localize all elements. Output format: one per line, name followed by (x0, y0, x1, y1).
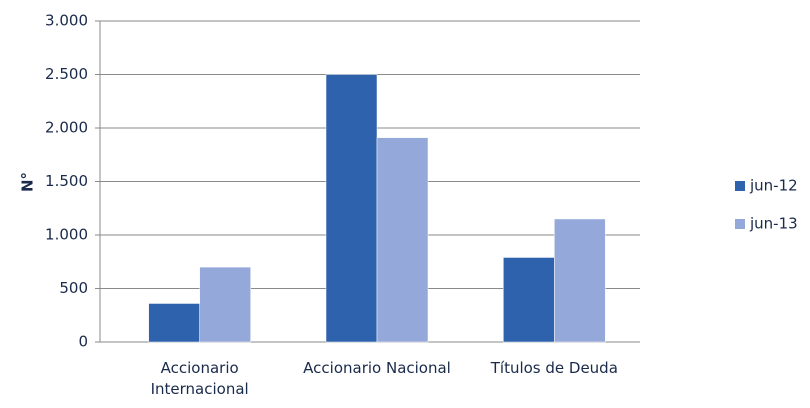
y-tick-label: 1.000 (45, 226, 88, 244)
y-tick-label: 2.000 (45, 119, 88, 137)
x-tick-label: Accionario Nacional (303, 359, 451, 377)
y-tick-label: 2.500 (45, 65, 88, 83)
x-tick-label: Títulos de Deuda (490, 359, 618, 377)
legend-swatch (735, 219, 745, 229)
bar (325, 74, 378, 343)
y-tick-label: 500 (59, 279, 88, 297)
legend-label: jun-12 (749, 177, 798, 195)
y-tick-label: 3.000 (45, 12, 88, 30)
bar (376, 137, 429, 343)
x-tick-label: Accionario Internacional (150, 359, 249, 398)
legend-label: jun-13 (749, 215, 798, 233)
y-tick-label: 0 (78, 333, 88, 351)
bar (554, 218, 606, 343)
bar (503, 257, 555, 343)
bar (148, 303, 200, 343)
legend-swatch (735, 181, 745, 191)
y-axis-label: N° (19, 172, 37, 192)
bar (199, 266, 251, 343)
y-tick-label: 1.500 (45, 172, 88, 190)
